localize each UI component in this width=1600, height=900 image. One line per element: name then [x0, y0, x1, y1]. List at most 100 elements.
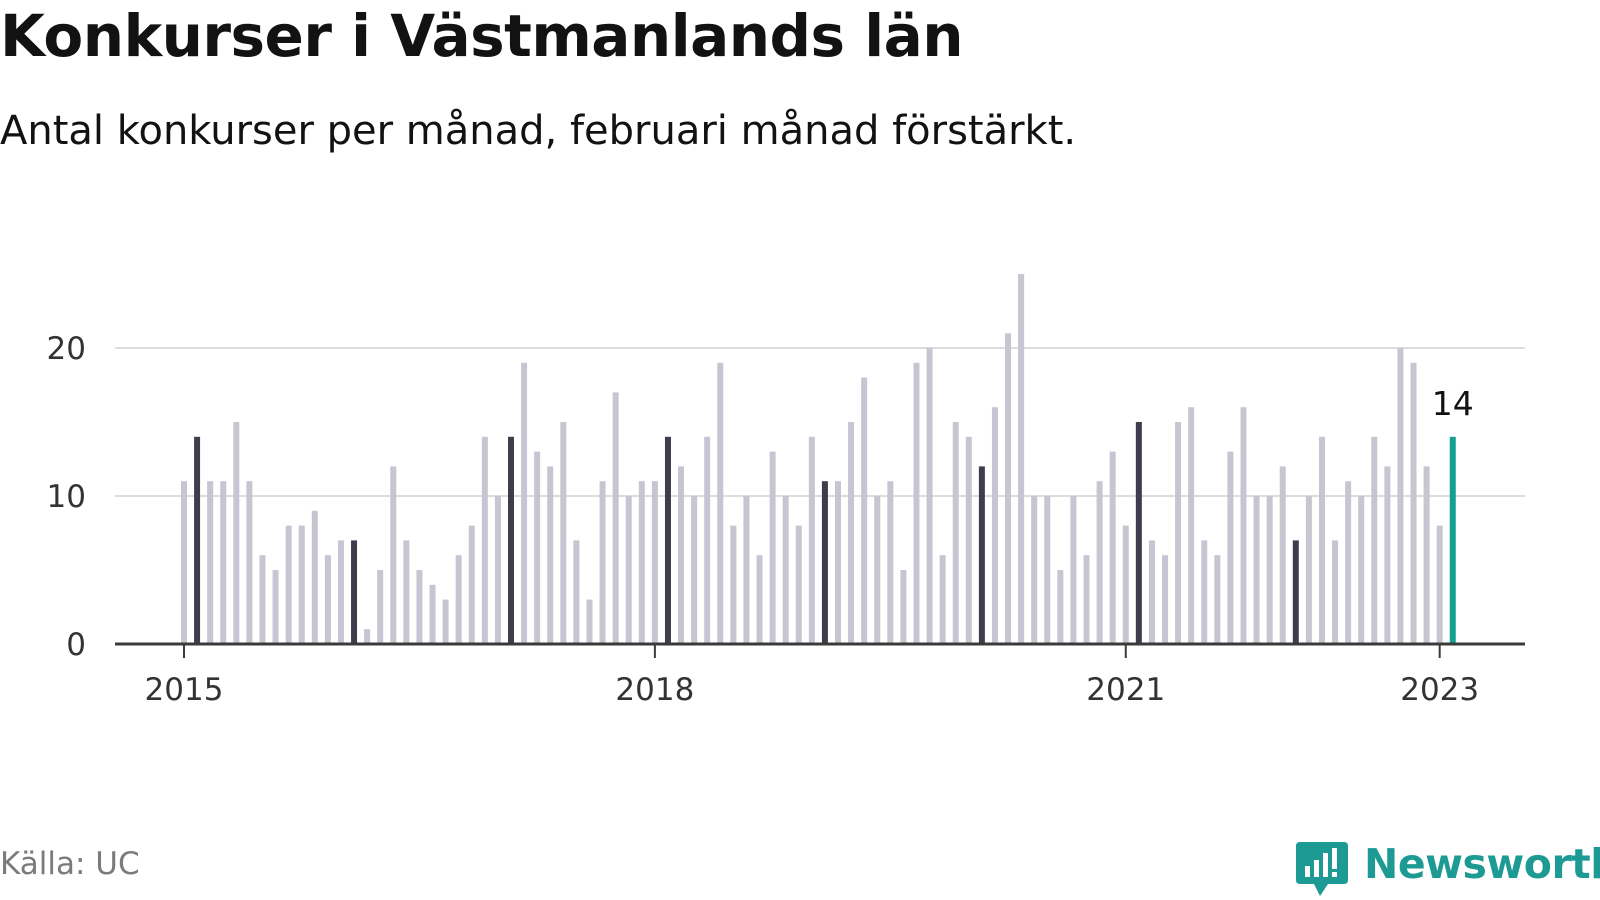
bar [599, 481, 606, 644]
bar [717, 362, 724, 644]
y-tick-label: 0 [66, 627, 86, 663]
bar [194, 436, 201, 644]
bar [586, 599, 593, 644]
bar [965, 436, 972, 644]
bar [1253, 496, 1260, 644]
bar [416, 570, 423, 644]
bar [455, 555, 462, 644]
bar [1384, 466, 1391, 644]
bar [678, 466, 685, 644]
bar [311, 510, 318, 644]
bar [978, 466, 985, 644]
bar [1410, 362, 1417, 644]
bar [337, 540, 344, 644]
y-tick-label: 10 [47, 479, 86, 515]
bar [926, 348, 933, 644]
bar [547, 466, 554, 644]
bar [1292, 540, 1299, 644]
bar [181, 481, 187, 644]
bar [991, 407, 998, 644]
bar [704, 436, 711, 644]
bar [874, 496, 881, 644]
bar [534, 451, 541, 644]
bar [1175, 422, 1182, 644]
bar [1279, 466, 1286, 644]
bar [442, 599, 449, 644]
bar [835, 481, 841, 644]
latest-value-label: 14 [1432, 384, 1474, 423]
newsworthy-logo[interactable]: Newsworthy [1292, 840, 1600, 900]
bar [808, 436, 815, 644]
bar [1227, 451, 1234, 644]
bar [403, 540, 410, 644]
bar [756, 555, 763, 644]
bar [1201, 540, 1208, 644]
bar [298, 525, 305, 644]
bar [952, 422, 959, 644]
newsworthy-chart-bubble-icon [1296, 842, 1348, 896]
chart-subtitle: Antal konkurser per månad, februari måna… [0, 108, 1077, 154]
bar [1031, 496, 1038, 644]
bar [560, 422, 567, 644]
bar [1005, 333, 1012, 644]
x-tick-label: 2023 [1400, 672, 1479, 708]
bar [848, 422, 855, 644]
bar [246, 481, 253, 644]
bar [207, 481, 214, 644]
bar [795, 525, 802, 644]
bar [1044, 496, 1051, 644]
bar [664, 436, 671, 644]
bar [272, 570, 279, 644]
x-tick-label: 2015 [145, 672, 224, 708]
bar [481, 436, 488, 644]
bar [730, 525, 737, 644]
bar [1358, 496, 1365, 644]
x-tick-label: 2018 [615, 672, 694, 708]
bar [259, 555, 266, 644]
bar [1305, 496, 1312, 644]
bar [1345, 481, 1352, 644]
bar [743, 496, 750, 644]
bar [364, 629, 371, 644]
bar [1162, 555, 1168, 644]
bar [1109, 451, 1116, 644]
bar [900, 570, 907, 644]
bar [769, 451, 776, 644]
bar [939, 555, 946, 644]
bar [233, 422, 240, 644]
bar [1057, 570, 1064, 644]
bar [1122, 525, 1129, 644]
source-note: Källa: UC [0, 846, 140, 882]
bar [1096, 481, 1103, 644]
bar [1214, 555, 1221, 644]
bar [887, 481, 894, 644]
brand-name: Newsworthy [1364, 840, 1600, 888]
bar [861, 377, 868, 644]
bar [1018, 274, 1025, 644]
bar [691, 496, 698, 644]
bar [1188, 407, 1195, 644]
bar [1423, 466, 1430, 644]
bar [651, 481, 658, 644]
bar [377, 570, 384, 644]
bar [429, 584, 436, 644]
bar [1266, 496, 1273, 644]
bar [1371, 436, 1378, 644]
bar [285, 525, 292, 644]
bar [1148, 540, 1155, 644]
bar [782, 496, 789, 644]
bar [324, 555, 331, 644]
bar [1070, 496, 1077, 644]
bar [638, 481, 645, 644]
bar [1332, 540, 1339, 644]
bar [508, 436, 514, 644]
bar [1240, 407, 1247, 644]
bar [612, 392, 619, 644]
bar [494, 496, 501, 644]
x-tick-label: 2021 [1086, 672, 1165, 708]
bar [521, 362, 528, 644]
bar [1436, 525, 1443, 644]
bar [1318, 436, 1325, 644]
bar [1083, 555, 1090, 644]
